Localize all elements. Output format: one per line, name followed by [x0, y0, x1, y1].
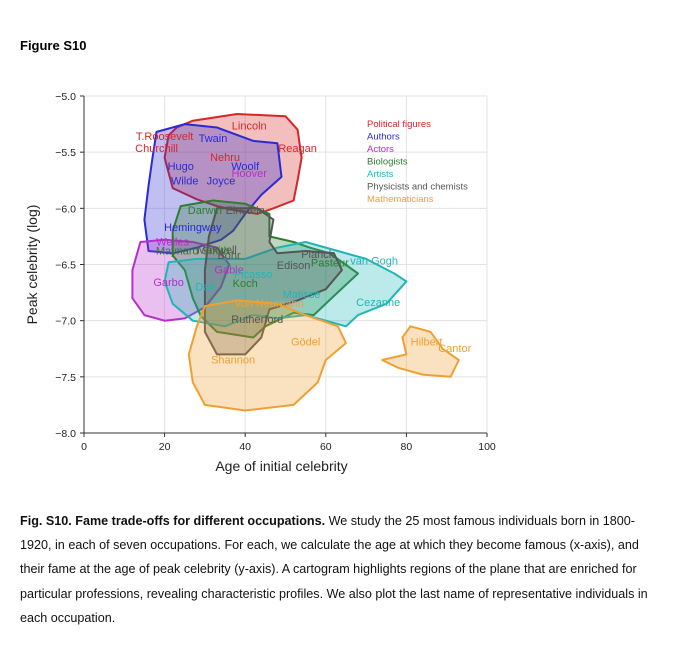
- person-label: Rutherford: [231, 314, 283, 326]
- person-label: Lincoln: [232, 121, 267, 133]
- person-label: Cezanne: [356, 297, 400, 309]
- person-label: Twain: [199, 133, 228, 145]
- axes: 0 20 40 60 80 100 −8.0 −7.5 −7.0 −6.5 −6.0 −5.5 −5.0…: [24, 91, 496, 474]
- occupation-regions: [131, 113, 460, 412]
- person-label: Gödel: [291, 336, 320, 348]
- legend-entry: Physicists and chemists: [367, 182, 468, 193]
- figure-caption: Fig. S10. Fame trade-offs for different …: [20, 509, 660, 630]
- y-tick-label: −8.0: [55, 428, 76, 440]
- legend-entry: Biologists: [367, 157, 408, 168]
- person-label: Wilde: [171, 176, 199, 188]
- person-label: Pasteur: [311, 258, 349, 270]
- person-label: Edison: [277, 260, 311, 272]
- person-label: Hugo: [168, 161, 194, 173]
- person-label: Maxwell: [197, 244, 237, 256]
- region-authors: [143, 123, 283, 255]
- region-mathematicians: [187, 299, 347, 412]
- person-label: Joyce: [207, 176, 236, 188]
- person-label: Dali: [195, 281, 214, 293]
- legend-entry: Actors: [367, 144, 394, 155]
- x-tick-label: 80: [401, 441, 413, 453]
- person-label: Welles: [156, 236, 189, 248]
- person-label: Planck: [301, 249, 335, 261]
- person-label: T.Roosevelt: [136, 131, 193, 143]
- person-label: Picasso: [234, 269, 273, 281]
- legend-entry: Political figures: [367, 119, 431, 130]
- figure-label: Figure S10: [20, 38, 87, 53]
- y-tick-label: −5.5: [55, 147, 76, 159]
- person-label: Hemingway: [164, 222, 222, 234]
- y-tick-label: −7.5: [55, 372, 76, 384]
- x-tick-label: 0: [81, 441, 87, 453]
- person-label: Matisse: [283, 289, 321, 301]
- caption-bold: Fig. S10. Fame trade-offs for different …: [20, 514, 326, 528]
- y-tick-label: −5.0: [55, 91, 76, 103]
- person-label: Woolf: [231, 161, 260, 173]
- y-tick-label: −6.0: [55, 203, 76, 215]
- x-tick-label: 40: [239, 441, 251, 453]
- person-label: Darwin: [188, 205, 222, 217]
- caption-text: We study the 25 most famous individuals …: [20, 514, 648, 625]
- person-label: Reagan: [278, 143, 317, 155]
- person-label: Hoover: [231, 168, 267, 180]
- legend-entry: Mathematicians: [367, 194, 434, 205]
- person-label: Hilbert: [411, 336, 443, 348]
- y-axis-title: Peak celebrity (log): [24, 205, 40, 325]
- legend-entry: Authors: [367, 132, 400, 143]
- person-label: Koch: [233, 278, 258, 290]
- person-label: Gable: [214, 264, 243, 276]
- person-label: van Gogh: [350, 256, 398, 268]
- person-label: Maynard Smith: [156, 245, 230, 257]
- legend-entry: Artists: [367, 169, 394, 180]
- person-label: Nehru: [210, 152, 240, 164]
- person-label: Shannon: [211, 354, 255, 366]
- x-axis-title: Age of initial celebrity: [215, 458, 347, 474]
- y-tick-label: −6.5: [55, 260, 76, 272]
- y-tick-label: −7.0: [55, 316, 76, 328]
- person-label: Garbo: [153, 277, 184, 289]
- region-artists: [163, 241, 408, 328]
- person-label: Cantor: [438, 343, 471, 355]
- grid: [83, 95, 488, 434]
- x-tick-label: 60: [320, 441, 332, 453]
- region-mathematicians-2: [381, 325, 460, 378]
- person-label: Einstein: [226, 205, 265, 217]
- x-tick-label: 100: [478, 441, 496, 453]
- person-label: Churchill: [135, 143, 178, 155]
- person-label: von Neumann: [235, 298, 304, 310]
- x-tick-label: 20: [159, 441, 171, 453]
- region-physicists-and-chemists: [203, 207, 343, 356]
- person-label: Bohr: [217, 250, 241, 262]
